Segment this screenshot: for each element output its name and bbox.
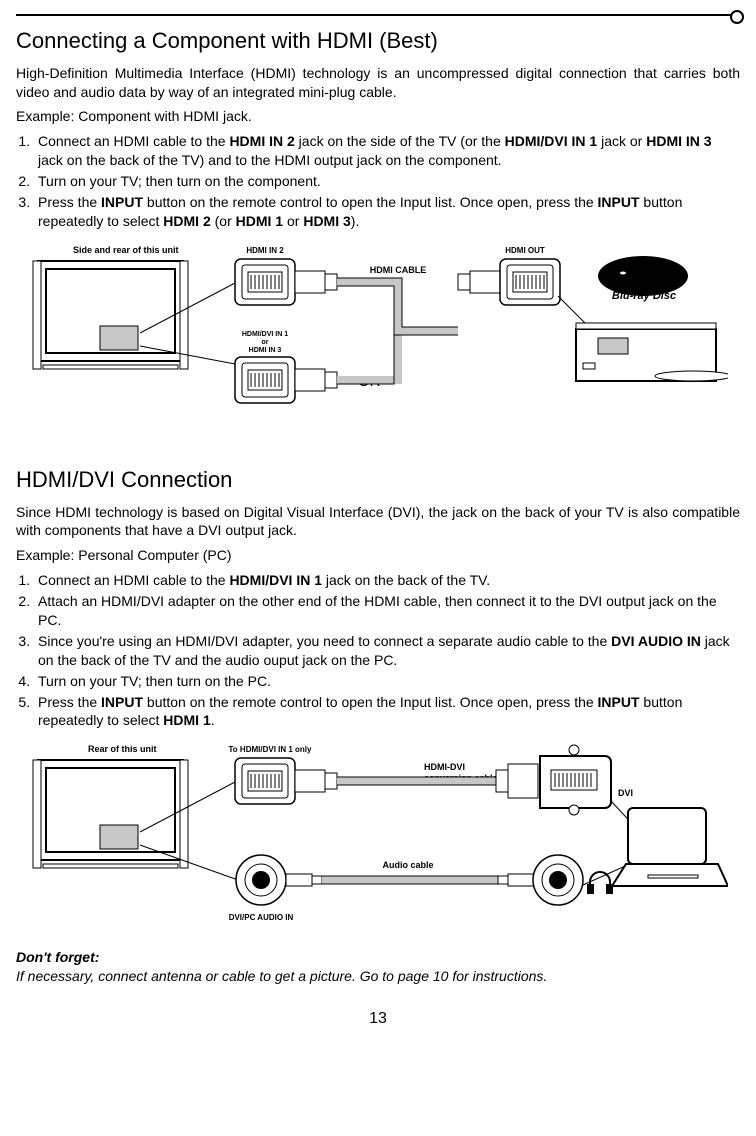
text-bold: DVI AUDIO IN — [611, 633, 701, 649]
text: button on the remote control to open the… — [143, 194, 598, 210]
audio-cable-label: Audio cable — [382, 860, 433, 870]
text-bold: INPUT — [598, 694, 640, 710]
text-bold: HDMI 1 — [163, 712, 210, 728]
side-rear-label: Side and rear of this unit — [73, 245, 179, 255]
text-bold: HDMI 3 — [303, 213, 350, 229]
text: (or — [211, 213, 236, 229]
hdmi-step-2: Turn on your TV; then turn on the compon… — [34, 172, 740, 191]
text: or — [283, 213, 303, 229]
footnote-lead: Don't forget: — [16, 949, 99, 965]
dvi-step-4: Turn on your TV; then turn on the PC. — [34, 672, 740, 691]
text: . — [211, 712, 215, 728]
hdmi-cable-label: HDMI CABLE — [370, 265, 427, 275]
dvi-intro: Since HDMI technology is based on Digita… — [16, 503, 740, 541]
text-bold: HDMI 2 — [163, 213, 210, 229]
headphone-icon — [588, 872, 612, 893]
hdmi-section-title: Connecting a Component with HDMI (Best) — [16, 26, 740, 56]
dvi-section-title: HDMI/DVI Connection — [16, 465, 740, 495]
dvi-step-3: Since you're using an HDMI/DVI adapter, … — [34, 632, 740, 670]
text: jack on the back of the TV. — [322, 572, 490, 588]
hdmi-dvi-in1-or: or — [262, 339, 269, 346]
page-top-rule — [16, 14, 740, 16]
text-bold: INPUT — [598, 194, 640, 210]
text: Connect an HDMI cable to the — [38, 133, 229, 149]
text-bold: INPUT — [101, 694, 143, 710]
hdmi-dvi-in1-label-2: HDMI IN 3 — [249, 347, 282, 354]
text: jack or — [597, 133, 646, 149]
hdmi-example-lead: Example: Component with HDMI jack. — [16, 107, 740, 126]
hdmi-out-label: HDMI OUT — [505, 246, 545, 255]
to-hdmi-label: To HDMI/DVI IN 1 only — [229, 745, 313, 754]
dvi-connector-icon — [496, 745, 611, 815]
hdmi-cable — [337, 282, 458, 380]
audio-jack-tv — [236, 855, 322, 905]
hdmi-intro: High-Definition Multimedia Interface (HD… — [16, 64, 740, 102]
text-bold: HDMI 1 — [236, 213, 283, 229]
hdmi-port-out — [458, 259, 560, 305]
dvi-step-1: Connect an HDMI cable to the HDMI/DVI IN… — [34, 571, 740, 590]
dvi-step-2: Attach an HDMI/DVI adapter on the other … — [34, 592, 740, 630]
footnote: Don't forget: If necessary, connect ante… — [16, 948, 740, 986]
hdmi-step-3: Press the INPUT button on the remote con… — [34, 193, 740, 231]
text-bold: HDMI/DVI IN 1 — [229, 572, 322, 588]
hdmi-port-alt — [235, 357, 337, 403]
tv-icon — [33, 261, 188, 369]
text-bold: HDMI IN 3 — [646, 133, 711, 149]
dvi-example-lead: Example: Personal Computer (PC) — [16, 546, 740, 565]
dvi-steps: Connect an HDMI cable to the HDMI/DVI IN… — [34, 571, 740, 730]
hdmi-port-in2 — [235, 259, 337, 305]
text: jack on the back of the TV) and to the H… — [38, 152, 502, 168]
hdmi-step-1: Connect an HDMI cable to the HDMI IN 2 j… — [34, 132, 740, 170]
hdmi-in2-label: HDMI IN 2 — [246, 246, 284, 255]
bluray-logo-icon: Blu-ray Disc — [598, 256, 688, 302]
text: jack on the side of the TV (or the — [295, 133, 505, 149]
hdmi-dvi-in1-label-1: HDMI/DVI IN 1 — [242, 331, 288, 338]
tv-rear-icon — [33, 760, 188, 868]
conv-cable-label-1: HDMI-DVI — [424, 762, 465, 772]
dvi-label: DVI — [618, 788, 633, 798]
dvi-diagram: Rear of this unit To HDMI/DVI IN 1 only — [16, 740, 740, 930]
text-bold: HDMI IN 2 — [229, 133, 294, 149]
text: Since you're using an HDMI/DVI adapter, … — [38, 633, 611, 649]
dvi-audio-in-label: DVI/PC AUDIO IN — [229, 913, 294, 922]
rear-label: Rear of this unit — [88, 744, 157, 754]
hdmi-diagram: Side and rear of this unit HDMI IN 2 — [16, 241, 740, 441]
text: button on the remote control to open the… — [143, 694, 598, 710]
bluray-text: Blu-ray Disc — [612, 290, 676, 302]
footnote-body: If necessary, connect antenna or cable t… — [16, 968, 547, 984]
audio-jack-pc — [498, 855, 583, 905]
dvi-step-5: Press the INPUT button on the remote con… — [34, 693, 740, 731]
hdmi-steps: Connect an HDMI cable to the HDMI IN 2 j… — [34, 132, 740, 230]
bluray-player-icon — [576, 323, 728, 381]
text-bold: HDMI/DVI IN 1 — [505, 133, 598, 149]
text: Press the — [38, 194, 101, 210]
page-number: 13 — [16, 1008, 740, 1030]
text: Press the — [38, 694, 101, 710]
laptop-icon — [612, 808, 728, 886]
hdmi-dvi-port — [235, 758, 337, 804]
text: ). — [351, 213, 360, 229]
text: Connect an HDMI cable to the — [38, 572, 229, 588]
text-bold: INPUT — [101, 194, 143, 210]
